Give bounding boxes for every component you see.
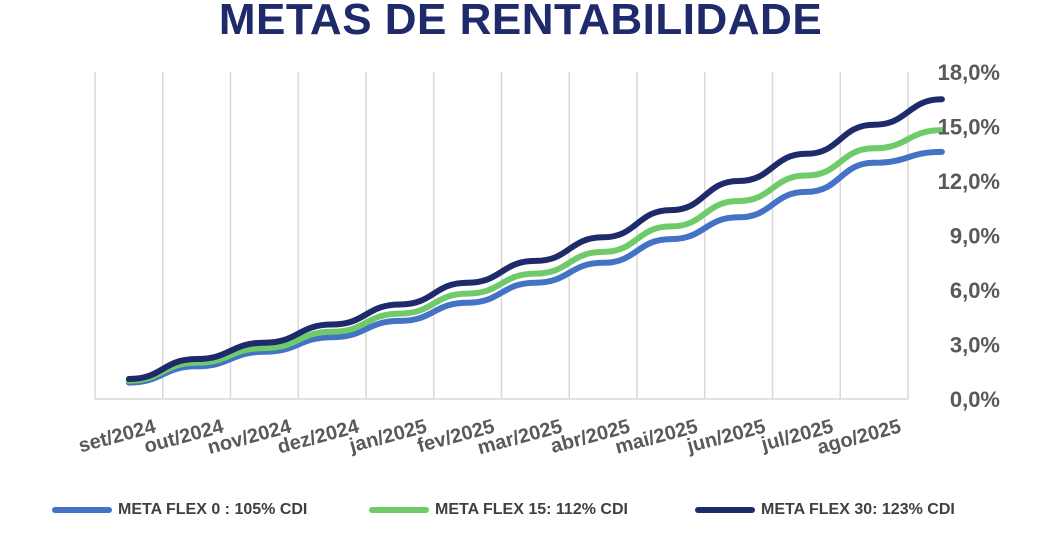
y-tick-label: 9,0%	[950, 224, 1000, 249]
line-chart: 0,0% 3,0% 6,0% 9,0% 12,0% 15,0% 18,0% set/2024…	[76, 60, 1000, 459]
series-line-1	[125, 127, 945, 384]
chart-title: METAS DE RENTABILIDADE	[218, 0, 823, 44]
legend-swatch-meta-flex-0	[52, 507, 112, 513]
series-line-0	[125, 148, 945, 386]
y-tick-label: 18,0%	[938, 60, 1000, 85]
gridlines	[94, 72, 909, 399]
legend-item-meta-flex-30: META FLEX 30: 123% CDI	[695, 492, 955, 528]
series-line-2	[125, 96, 945, 382]
legend-label-meta-flex-0: META FLEX 0 : 105% CDI	[118, 501, 308, 518]
legend: META FLEX 0 : 105% CDI META FLEX 15: 112…	[0, 492, 1041, 528]
legend-swatch-meta-flex-30	[695, 507, 755, 513]
legend-swatch-meta-flex-15	[369, 507, 429, 513]
y-tick-label: 0,0%	[950, 387, 1000, 412]
y-tick-label: 12,0%	[938, 169, 1000, 194]
y-tick-label: 3,0%	[950, 333, 1000, 358]
legend-label-meta-flex-30: META FLEX 30: 123% CDI	[761, 501, 955, 518]
y-tick-label: 6,0%	[950, 278, 1000, 303]
legend-item-meta-flex-15: META FLEX 15: 112% CDI	[369, 492, 628, 528]
legend-item-meta-flex-0: META FLEX 0 : 105% CDI	[52, 492, 307, 528]
y-axis-labels: 0,0% 3,0% 6,0% 9,0% 12,0% 15,0% 18,0%	[938, 60, 1000, 412]
x-axis-labels: set/2024out/2024nov/2024dez/2024jan/2025…	[76, 415, 903, 459]
legend-label-meta-flex-15: META FLEX 15: 112% CDI	[435, 501, 628, 518]
x-tick-label: jun/2025	[684, 416, 768, 458]
series-lines	[125, 96, 945, 386]
y-tick-label: 15,0%	[938, 115, 1000, 140]
